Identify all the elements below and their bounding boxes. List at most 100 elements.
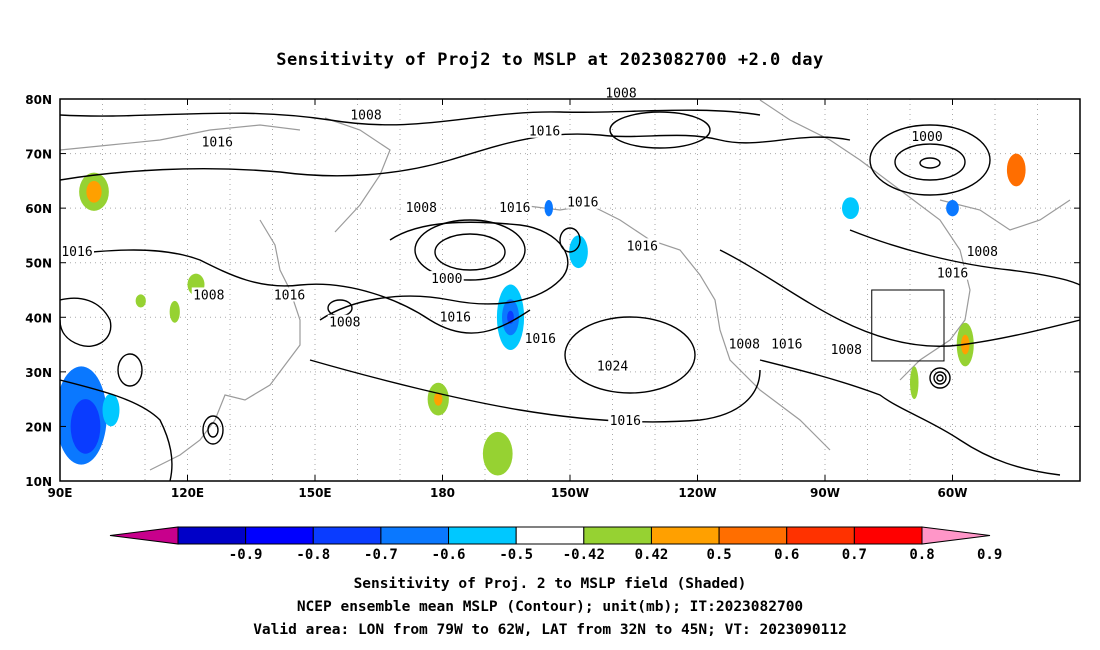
lon-label: 180: [430, 486, 455, 500]
contour-label: 1000: [911, 130, 942, 145]
contour-label-bg: [497, 200, 532, 215]
contour-label-bg: [527, 123, 562, 138]
colorbar-label: -0.5: [499, 547, 533, 563]
contour-label: 1016: [529, 125, 560, 140]
lat-label: 80N: [25, 93, 52, 107]
colorbar-high-extend: [921, 526, 991, 545]
contour-label: 1016: [499, 201, 530, 216]
sensitivity-region: [1006, 153, 1026, 187]
colorbar-segment: [448, 526, 517, 545]
contour-label-bg: [608, 412, 643, 427]
contour-labels: 1008 1008 1016 1016 1000 1008 1016 1016 1016 1016…: [60, 85, 1000, 429]
contour-label-bg: [727, 336, 762, 351]
lat-lon-grid: [60, 99, 1080, 481]
contour-label: 1000: [431, 272, 462, 287]
contour-label-bg: [769, 336, 804, 351]
lon-label: 150W: [551, 486, 589, 500]
coastlines: [60, 99, 1071, 471]
sensitivity-region: [569, 235, 588, 269]
colorbar-label: 0.6: [774, 547, 799, 563]
lon-label: 150E: [298, 486, 331, 500]
colorbar-segment: [583, 526, 652, 545]
colorbar-segment: [245, 526, 314, 545]
contour-label: 1008: [406, 201, 437, 216]
contour-label: 1016: [202, 136, 233, 151]
valid-area-box: [871, 289, 945, 362]
lat-label: 20N: [25, 420, 52, 434]
contour-label-bg: [829, 342, 864, 357]
sensitivity-region: [169, 300, 180, 323]
contour-label: 1016: [274, 288, 305, 303]
colorbar-label: -0.9: [229, 547, 263, 563]
contour-label: 1016: [771, 338, 802, 353]
contour-label: 1008: [329, 316, 360, 331]
contour-label: 1008: [193, 288, 224, 303]
contour-label-bg: [965, 243, 1000, 258]
colorbar-segment: [853, 526, 923, 545]
colorbar-label: 0.5: [706, 547, 731, 563]
contour-label-bg: [565, 194, 600, 209]
colorbar-label: -0.42: [563, 547, 605, 563]
colorbar-label: 0.8: [909, 547, 934, 563]
contour-label: 1016: [937, 267, 968, 282]
contour-label: 1016: [61, 245, 92, 260]
colorbar-label: -0.6: [432, 547, 466, 563]
contour-label-bg: [438, 309, 473, 324]
contour-label-bg: [327, 314, 362, 329]
contour-label: 1016: [627, 239, 658, 254]
contour-label-bg: [349, 107, 383, 122]
lon-label: 90W: [810, 486, 840, 500]
sensitivity-region: [70, 399, 101, 454]
caption-valid-area: Valid area: LON from 79W to 62W, LAT fro…: [253, 622, 847, 638]
colorbar-segment: [312, 526, 382, 545]
colorbar-segment: [380, 526, 450, 545]
lat-label: 30N: [25, 366, 52, 380]
sensitivity-region: [910, 366, 919, 400]
colorbar-low-extend: [109, 526, 179, 545]
lat-label: 10N: [25, 475, 52, 489]
colorbar-segment: [177, 526, 247, 545]
contour-label-bg: [625, 238, 660, 253]
contour-label-bg: [595, 358, 630, 373]
contour-label-bg: [604, 85, 638, 100]
contour-label-bg: [523, 331, 558, 346]
sensitivity-shading: [60, 153, 1026, 476]
contour-label-bg: [200, 134, 235, 149]
colorbar-segment: [718, 526, 788, 545]
contour-label-bg: [429, 271, 464, 286]
colorbar-label: 0.7: [842, 547, 867, 563]
sensitivity-region: [842, 197, 859, 220]
contour-label: 1008: [967, 245, 998, 260]
lat-label: 50N: [25, 257, 52, 271]
contour-label-bg: [60, 243, 94, 258]
colorbar-label: 0.9: [977, 547, 1002, 563]
contour-label: 1024: [597, 359, 628, 374]
contour-label-bg: [404, 200, 439, 215]
contour-label: 1008: [831, 343, 862, 358]
contour-label-bg: [910, 129, 944, 144]
sensitivity-region: [102, 393, 120, 427]
lat-label: 40N: [25, 311, 52, 325]
colorbar-label: 0.42: [635, 547, 669, 563]
lon-label: 120W: [678, 486, 716, 500]
lat-label: 60N: [25, 202, 52, 216]
sensitivity-region: [135, 294, 146, 308]
colorbar-segment: [650, 526, 720, 545]
colorbar-segment: [786, 526, 855, 545]
lon-label: 90E: [48, 486, 73, 500]
colorbar-segment: [515, 526, 585, 545]
map-title: Sensitivity of Proj2 to MSLP at 20230827…: [276, 50, 824, 70]
sensitivity-region: [946, 199, 959, 217]
contour-label: 1008: [605, 87, 636, 102]
contour-label: 1008: [729, 338, 760, 353]
contour-label-bg: [191, 287, 226, 302]
sensitivity-region: [86, 180, 102, 203]
lat-label: 70N: [25, 148, 52, 162]
contour-label: 1016: [525, 332, 556, 347]
sensitivity-region: [482, 431, 513, 476]
colorbar-label: -0.7: [364, 547, 398, 563]
sensitivity-region: [544, 199, 553, 217]
caption-shading: Sensitivity of Proj. 2 to MSLP field (Sh…: [353, 576, 747, 592]
